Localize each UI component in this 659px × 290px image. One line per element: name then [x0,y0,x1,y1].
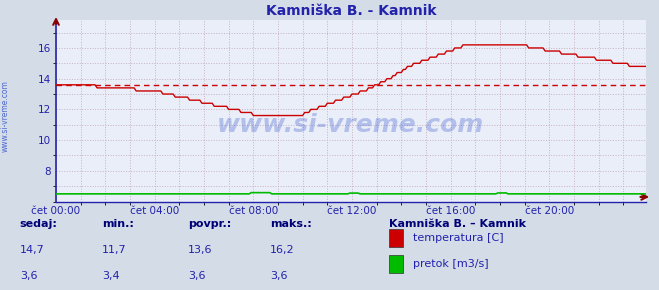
Text: 13,6: 13,6 [188,245,212,255]
Text: www.si-vreme.com: www.si-vreme.com [217,113,484,137]
Text: temperatura [C]: temperatura [C] [413,233,504,243]
Text: 3,6: 3,6 [270,271,288,281]
Text: 16,2: 16,2 [270,245,295,255]
Text: 14,7: 14,7 [20,245,45,255]
Text: pretok [m3/s]: pretok [m3/s] [413,259,489,269]
Text: povpr.:: povpr.: [188,219,231,229]
Text: 11,7: 11,7 [102,245,127,255]
Bar [389,229,403,246]
Text: Kamniška B. – Kamnik: Kamniška B. – Kamnik [389,219,526,229]
Text: 3,6: 3,6 [188,271,206,281]
Text: sedaj:: sedaj: [20,219,57,229]
Title: Kamniška B. - Kamnik: Kamniška B. - Kamnik [266,4,436,18]
Text: 3,4: 3,4 [102,271,120,281]
Text: www.si-vreme.com: www.si-vreme.com [1,80,10,152]
Text: min.:: min.: [102,219,134,229]
Bar [389,255,403,273]
Text: 3,6: 3,6 [20,271,38,281]
Text: maks.:: maks.: [270,219,312,229]
